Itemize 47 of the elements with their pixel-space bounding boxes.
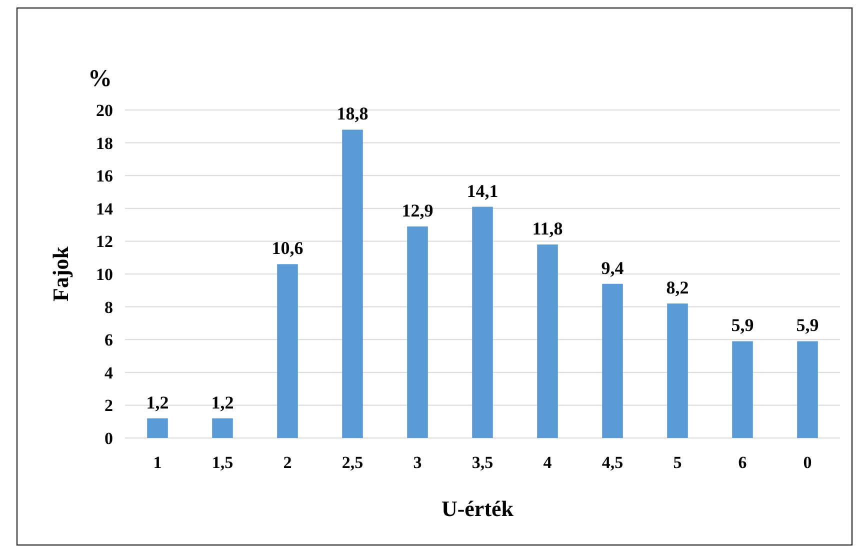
bar [472, 206, 493, 438]
data-label: 9,4 [601, 258, 624, 278]
bar [147, 418, 168, 438]
bar [537, 244, 558, 438]
x-tick-label: 6 [738, 453, 747, 472]
data-label: 11,8 [532, 218, 563, 238]
data-label: 18,8 [336, 104, 368, 124]
y-tick-label: 6 [104, 330, 113, 350]
x-tick-label: 1,5 [212, 453, 234, 472]
text: % [88, 66, 112, 92]
x-tick-label: 4,5 [602, 453, 624, 472]
x-tick-label: 3,5 [472, 453, 494, 472]
bar [667, 304, 688, 438]
x-tick-label: 2 [283, 453, 292, 472]
y-tick-label: 16 [96, 166, 113, 186]
x-axis-title: U-érték [441, 496, 514, 521]
data-label: 1,2 [146, 392, 169, 412]
x-tick-label: 2,5 [342, 453, 364, 472]
y-tick-label: 14 [96, 199, 114, 218]
y-tick-label: 20 [96, 100, 113, 120]
data-label: 1,2 [211, 392, 234, 412]
x-tick-label: 4 [543, 453, 552, 472]
data-label: 14,1 [466, 180, 498, 201]
bar [277, 264, 298, 438]
data-label: 5,9 [796, 315, 819, 336]
bar [212, 418, 233, 438]
y-tick-label: 10 [96, 264, 113, 284]
data-label: 8,2 [666, 278, 689, 298]
x-tick-label: 1 [153, 453, 162, 472]
x-tick-label: 0 [803, 453, 812, 472]
y-tick-label: 12 [96, 232, 113, 252]
data-label: 10,6 [272, 238, 304, 258]
y-tick-label: 18 [96, 134, 113, 153]
x-tick-label: 3 [413, 453, 422, 472]
bar [732, 341, 753, 438]
bar [797, 341, 818, 438]
data-label: 5,9 [731, 315, 754, 336]
y-tick-label: 0 [104, 428, 113, 448]
y-tick-label: 4 [104, 363, 114, 382]
bar [342, 130, 363, 438]
y-tick-label: 8 [104, 298, 113, 317]
bar [602, 284, 623, 438]
x-tick-label: 5 [673, 453, 682, 472]
y-tick-label: 2 [104, 396, 113, 416]
bar [407, 226, 428, 438]
y-axis-title: Fajok [48, 246, 73, 302]
data-label: 12,9 [402, 200, 434, 220]
